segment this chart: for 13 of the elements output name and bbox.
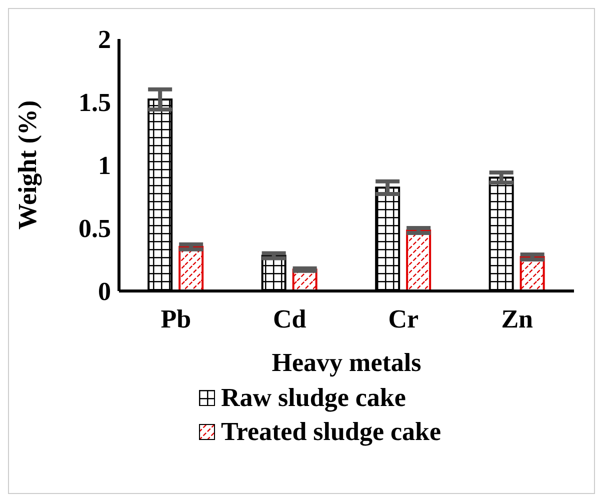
legend-label: Raw sludge cake [221,382,406,414]
legend-label: Treated sludge cake [221,416,442,448]
y-tick-label: 2 [98,25,111,54]
x-tick-label: Cd [273,304,307,334]
x-tick-label: Cr [388,304,419,334]
y-tick-label: 1 [98,151,111,180]
x-tick-label: Pb [160,304,192,334]
x-tick-label: Zn [501,304,534,334]
y-tick-label: 1.5 [78,88,111,118]
x-axis-title: Heavy metals [272,348,422,377]
y-tick-label: 0.5 [78,214,111,244]
y-tick-label: 0 [98,277,111,306]
y-axis-title: Weight (%) [13,100,42,230]
